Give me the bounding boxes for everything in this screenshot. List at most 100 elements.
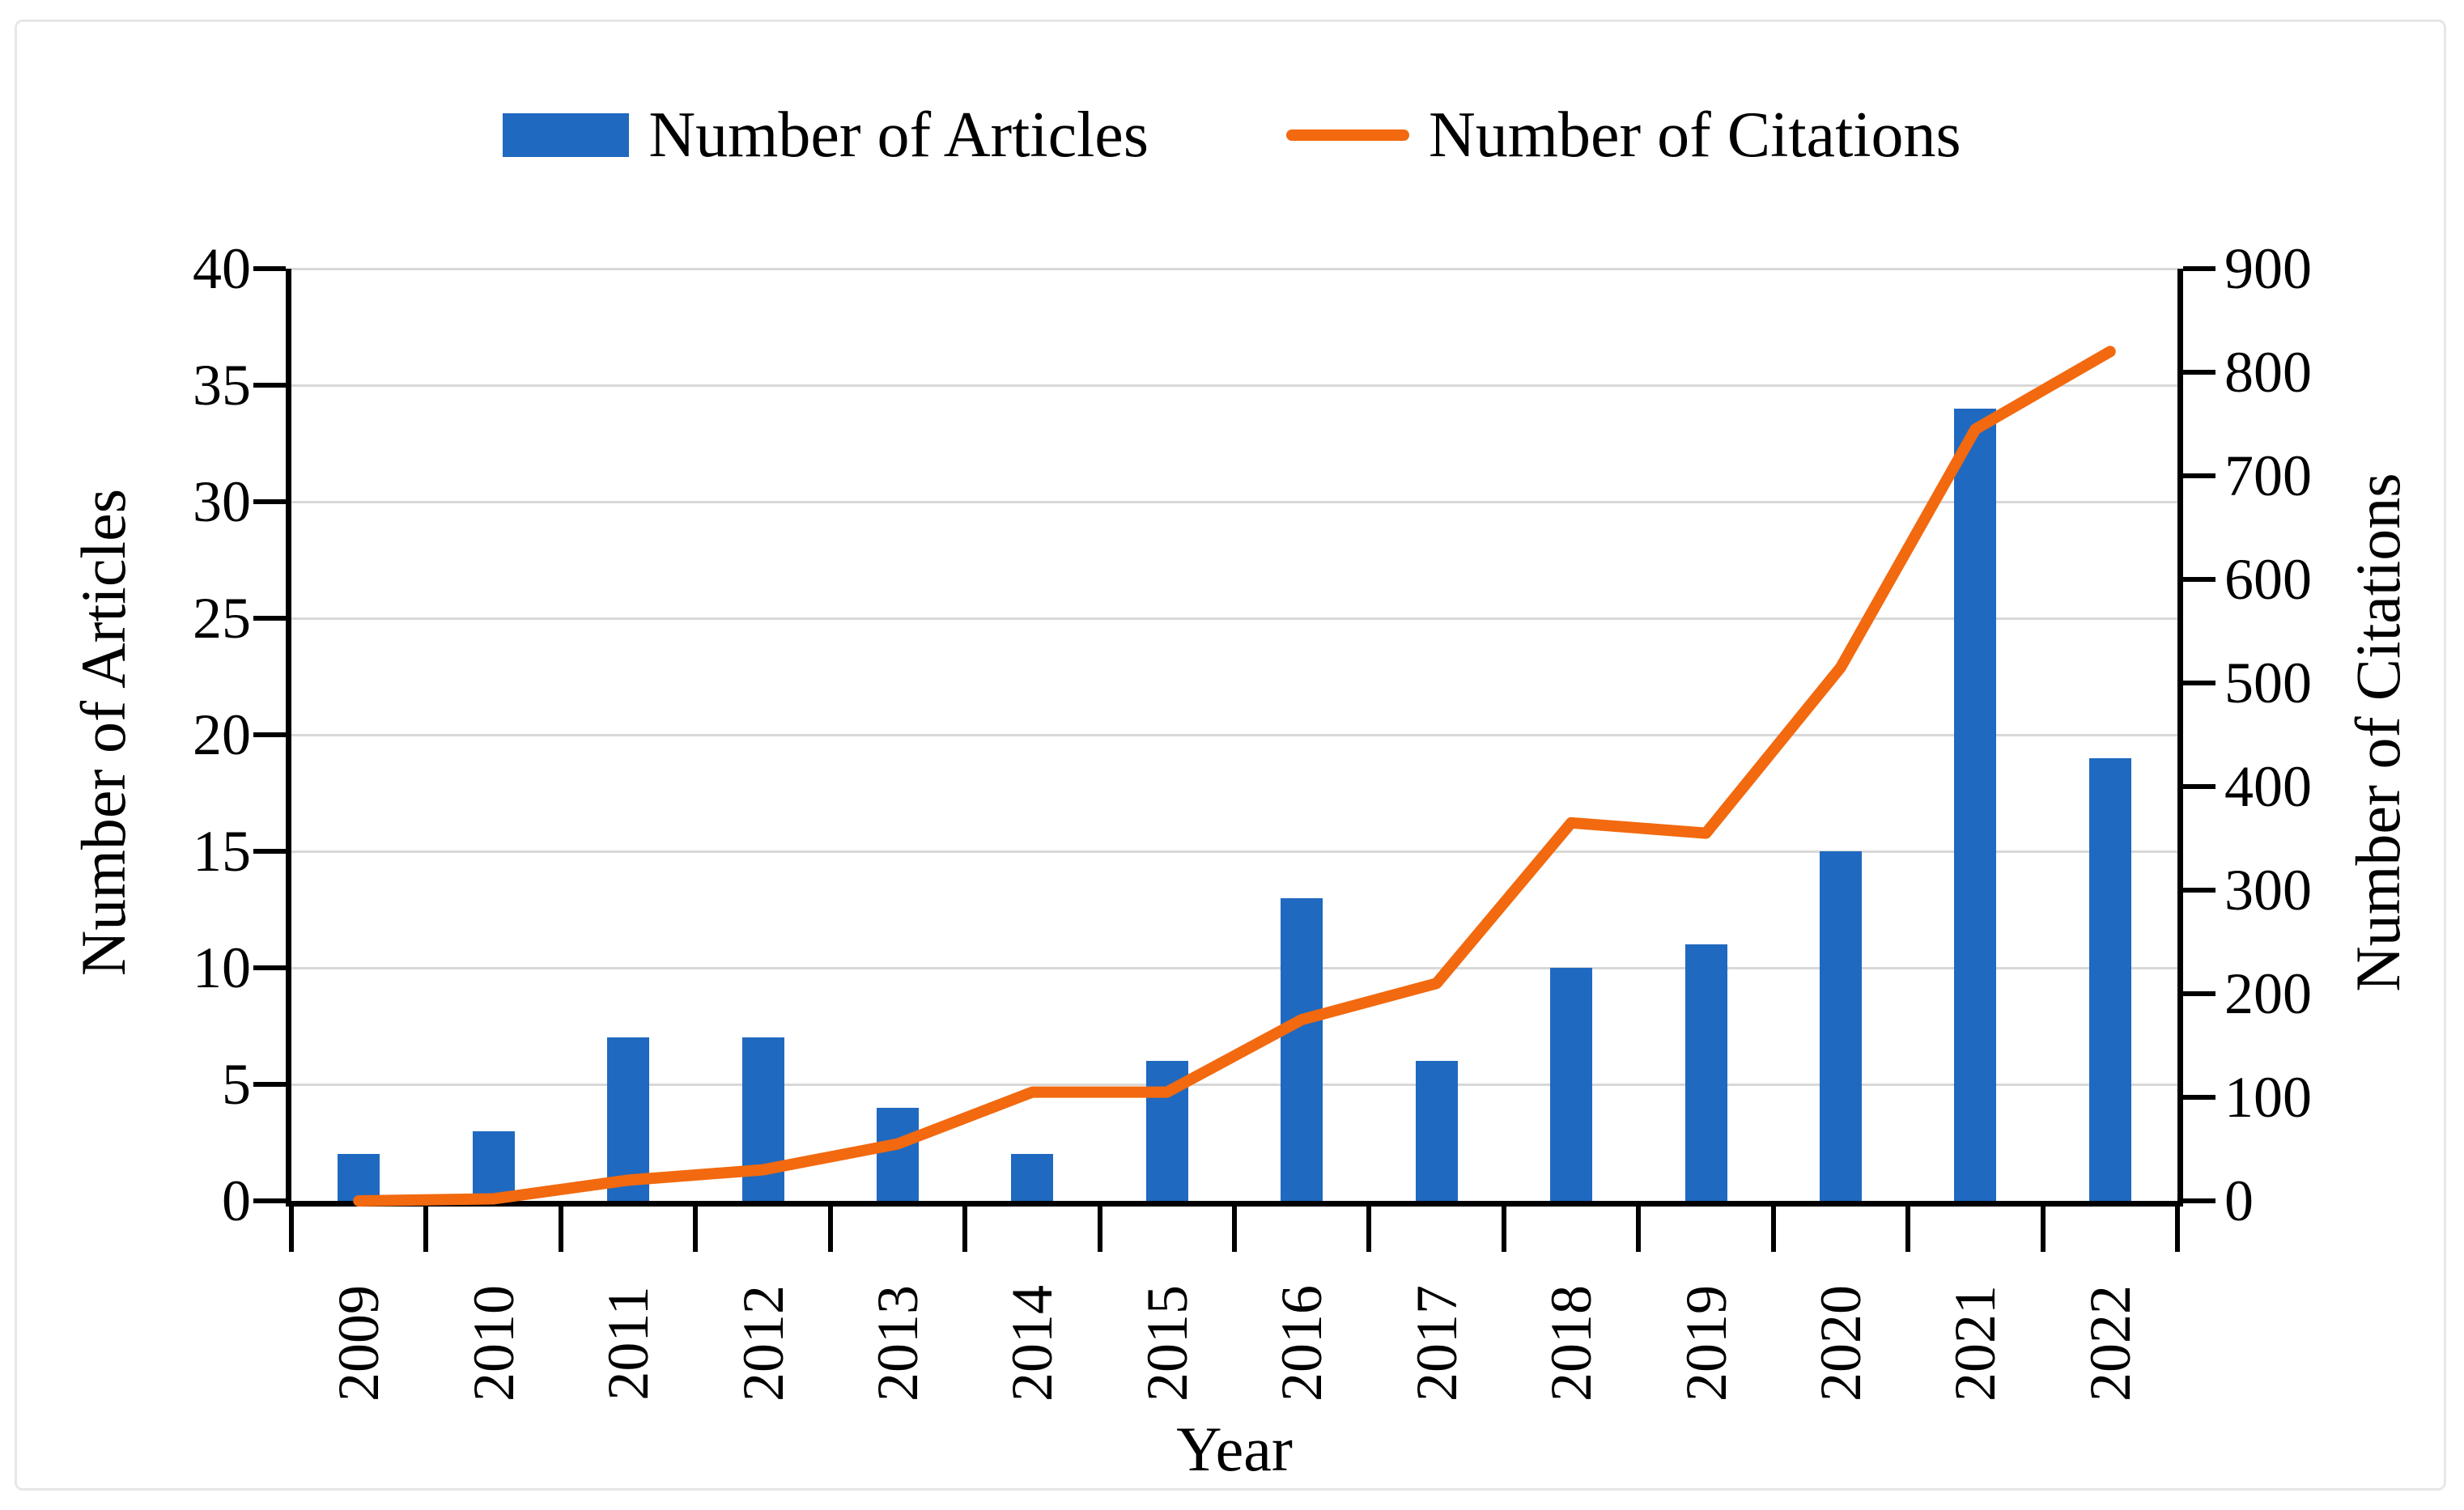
x-axis-tick-label: 2021 [1943,1285,2008,1402]
right-axis-tick-label: 600 [2224,547,2312,612]
bar-2011 [607,1037,650,1201]
x-axis-tick-label: 2022 [2077,1285,2143,1402]
x-axis-tick [423,1207,429,1252]
right-axis-tick [2183,991,2215,996]
x-axis-tick [1232,1207,1237,1252]
left-axis-tick-label: 40 [193,236,251,301]
x-axis-line [286,1201,2183,1207]
right-axis-tick [2183,681,2215,685]
grid-line [291,617,2177,620]
left-axis-tick-label: 20 [193,702,251,767]
legend-bar-swatch [503,113,630,157]
x-axis-tick-label: 2020 [1808,1285,1873,1402]
x-axis-tick-label: 2019 [1673,1285,1739,1402]
right-axis-line [2177,269,2183,1207]
x-axis-tick-label: 2012 [730,1285,796,1402]
left-axis-tick-label: 30 [193,469,251,534]
right-axis-tick-label: 900 [2224,236,2312,301]
x-axis-tick [1905,1207,1911,1252]
x-axis-tick-label: 2013 [865,1285,930,1402]
left-axis-tick-label: 5 [222,1052,251,1117]
left-axis-tick [253,1198,286,1203]
figure-border [15,19,2446,1491]
x-axis-title: Year [1176,1414,1293,1484]
left-axis-line [286,269,291,1207]
right-axis-tick-label: 800 [2224,340,2312,405]
left-axis-tick [253,499,286,504]
left-axis-tick [253,266,286,271]
legend: Number of Articles Number of Citations [0,91,2464,180]
left-axis-tick [253,965,286,970]
left-axis-title: Number of Articles [68,488,138,977]
x-axis-tick-label: 2014 [1000,1285,1065,1402]
legend-line-swatch [1285,129,1409,141]
x-axis-tick [827,1207,833,1252]
bar-2014 [1011,1154,1054,1201]
left-axis-tick-label: 0 [222,1169,251,1233]
right-axis-tick [2183,784,2215,789]
x-axis-tick [1097,1207,1102,1252]
right-axis-tick-label: 400 [2224,754,2312,819]
right-axis-tick-label: 700 [2224,443,2312,508]
left-axis-tick [253,732,286,737]
x-axis-tick [558,1207,563,1252]
left-axis-tick-label: 10 [193,935,251,1000]
left-axis-tick [253,383,286,388]
left-axis-tick-label: 15 [193,819,251,884]
right-axis-tick-label: 500 [2224,651,2312,715]
left-axis-tick-label: 25 [193,586,251,651]
x-axis-tick-label: 2011 [596,1286,661,1401]
x-axis-tick-label: 2017 [1404,1285,1469,1402]
x-axis-tick [1770,1207,1776,1252]
x-axis-tick [289,1207,294,1252]
left-axis-tick-label: 35 [193,353,251,418]
x-axis-tick [1366,1207,1372,1252]
x-axis-tick [1501,1207,1506,1252]
right-axis-tick-label: 200 [2224,961,2312,1026]
right-axis-tick-label: 0 [2224,1169,2254,1233]
bar-2015 [1145,1061,1188,1201]
grid-line [291,850,2177,853]
right-axis-tick [2183,370,2215,375]
right-axis-tick [2183,473,2215,478]
right-axis-title: Number of Citations [2343,473,2413,992]
left-axis-tick [253,849,286,854]
legend-item-citations: Number of Citations [1285,100,1961,171]
grid-line [291,500,2177,503]
bar-2018 [1550,968,1593,1201]
right-axis-tick [2183,577,2215,582]
bar-2009 [338,1154,380,1201]
x-axis-tick [962,1207,968,1252]
left-axis-tick [253,1082,286,1087]
legend-item-articles: Number of Articles [503,103,1149,168]
grid-line [291,384,2177,387]
x-axis-tick-label: 2015 [1134,1285,1200,1402]
x-axis-tick [1636,1207,1642,1252]
x-axis-tick-label: 2010 [461,1285,526,1402]
right-axis-tick [2183,1095,2215,1100]
bar-2012 [741,1037,784,1201]
bar-2022 [2088,757,2131,1201]
x-axis-tick-label: 2016 [1269,1285,1335,1402]
x-axis-tick-label: 2018 [1539,1285,1604,1402]
right-axis-tick [2183,1198,2215,1203]
bar-2021 [1954,408,1997,1201]
right-axis-tick-label: 100 [2224,1065,2312,1130]
legend-citations-label: Number of Citations [1428,100,1961,171]
legend-articles-label: Number of Articles [648,100,1149,171]
right-axis-tick-label: 300 [2224,858,2312,923]
grid-line [291,267,2177,270]
right-axis-tick [2183,266,2215,271]
bar-2019 [1684,944,1727,1201]
grid-line [291,966,2177,969]
grid-line [291,733,2177,736]
bar-2017 [1415,1061,1458,1201]
x-axis-tick [693,1207,699,1252]
right-axis-tick [2183,888,2215,893]
bar-2013 [876,1107,919,1201]
bar-2010 [472,1130,515,1201]
x-axis-tick [2175,1207,2180,1252]
bar-2020 [1819,851,1862,1201]
grid-line [291,1083,2177,1086]
